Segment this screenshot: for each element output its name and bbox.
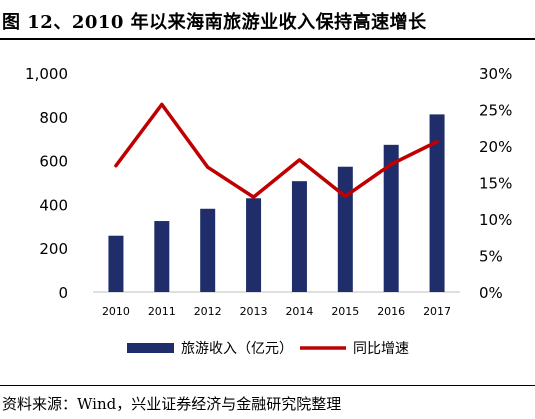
right-axis-tick-label: 20% — [479, 138, 512, 156]
bar-revenue — [291, 181, 307, 292]
legend-label-growth: 同比增速 — [353, 341, 409, 357]
left-axis-tick-label: 200 — [39, 240, 68, 258]
chart-area: 0 200 400 600 800 1,000 0% 5% 10% 15% 20% 25% 30% 201… — [0, 40, 535, 385]
x-axis-tick-label: 2017 — [423, 305, 451, 318]
left-axis-tick-label: 1,000 — [25, 65, 68, 83]
source-note: 资料来源：Wind，兴业证券经济与金融研究院整理 — [2, 395, 342, 413]
right-axis-tick-label: 30% — [479, 65, 512, 83]
x-axis-tick-label: 2011 — [148, 305, 176, 318]
left-axis-tick-label: 600 — [39, 153, 68, 171]
legend-label-revenue: 旅游收入（亿元） — [181, 341, 293, 357]
x-axis-tick-label: 2012 — [194, 305, 222, 318]
right-axis-tick-label: 5% — [479, 248, 503, 266]
bar-revenue — [383, 144, 399, 292]
x-axis-tick-label: 2015 — [331, 305, 359, 318]
legend-swatch-revenue — [127, 343, 174, 353]
line-growth-rate — [114, 102, 439, 199]
bar-revenue — [337, 166, 353, 292]
combo-chart: 0 200 400 600 800 1,000 0% 5% 10% 15% 20% 25% 30% 201… — [25, 65, 512, 357]
x-axis-tick-label: 2016 — [377, 305, 405, 318]
line-growth-point — [436, 140, 439, 143]
source-bar: 资料来源：Wind，兴业证券经济与金融研究院整理 — [0, 385, 535, 419]
line-growth-point — [160, 103, 163, 106]
bar-revenue — [154, 221, 170, 292]
figure-title-bar: 图 12、2010 年以来海南旅游业收入保持高速增长 — [0, 0, 535, 40]
line-growth-point — [344, 195, 347, 198]
x-axis-tick-label: 2013 — [240, 305, 268, 318]
line-growth-point — [252, 196, 255, 199]
line-growth-point — [298, 158, 301, 161]
left-axis-tick-label: 0 — [58, 284, 68, 302]
right-axis-tick-label: 15% — [479, 175, 512, 193]
x-axis-tick-label: 2010 — [102, 305, 130, 318]
line-growth-point — [114, 164, 117, 167]
right-axis-tick-label: 10% — [479, 211, 512, 229]
bar-revenue — [246, 198, 262, 292]
x-axis-tick-label: 2014 — [285, 305, 313, 318]
left-axis-tick-label: 800 — [39, 109, 68, 127]
figure-title: 图 12、2010 年以来海南旅游业收入保持高速增长 — [2, 12, 427, 33]
line-growth-point — [390, 163, 393, 166]
bar-revenue — [429, 114, 445, 293]
right-axis-tick-label: 0% — [479, 284, 503, 302]
left-axis-tick-label: 400 — [39, 196, 68, 214]
bar-revenue — [200, 208, 216, 292]
bar-revenue — [108, 235, 124, 292]
right-axis-tick-label: 25% — [479, 102, 512, 120]
line-growth-point — [206, 166, 209, 169]
